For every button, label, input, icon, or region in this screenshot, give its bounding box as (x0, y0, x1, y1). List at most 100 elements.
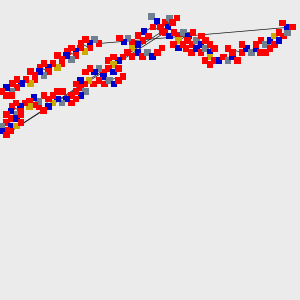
Bar (8, 115, 14, 122)
Bar (45, 64, 52, 71)
Bar (64, 48, 71, 55)
Bar (3, 132, 10, 138)
Bar (229, 49, 236, 56)
Bar (73, 48, 79, 55)
Bar (170, 41, 177, 48)
Bar (253, 45, 259, 52)
Bar (220, 54, 227, 60)
Bar (8, 108, 14, 114)
Bar (22, 100, 28, 106)
Bar (193, 45, 200, 52)
Bar (284, 24, 291, 30)
Bar (86, 77, 92, 84)
Bar (40, 107, 47, 114)
Bar (96, 40, 102, 47)
Bar (60, 88, 66, 95)
Bar (149, 53, 156, 60)
Bar (271, 41, 278, 48)
Bar (14, 76, 20, 83)
Bar (189, 41, 195, 48)
Bar (129, 45, 135, 51)
Bar (175, 37, 182, 44)
Bar (262, 41, 269, 48)
Bar (248, 49, 255, 56)
Bar (225, 57, 231, 64)
Bar (211, 57, 218, 64)
Bar (0, 123, 5, 129)
Bar (144, 49, 151, 56)
Bar (13, 111, 19, 118)
Bar (8, 123, 14, 129)
Bar (207, 61, 213, 68)
Bar (31, 102, 38, 108)
Bar (8, 128, 14, 134)
Bar (82, 48, 88, 55)
Bar (0, 128, 5, 134)
Bar (145, 33, 152, 39)
Bar (36, 68, 43, 75)
Bar (185, 33, 192, 39)
Bar (207, 49, 213, 56)
Bar (68, 100, 75, 106)
Bar (159, 28, 165, 35)
Bar (234, 57, 241, 64)
Bar (216, 57, 222, 64)
Bar (106, 77, 113, 84)
Bar (54, 64, 61, 71)
Bar (18, 111, 24, 118)
Bar (207, 54, 213, 60)
Bar (175, 45, 182, 51)
Bar (63, 96, 70, 102)
Bar (87, 45, 93, 51)
Bar (279, 20, 286, 26)
Bar (54, 52, 61, 59)
Bar (59, 100, 65, 106)
Bar (115, 57, 122, 64)
Bar (105, 65, 112, 72)
Bar (9, 103, 15, 110)
Bar (120, 73, 126, 80)
Bar (17, 103, 24, 110)
Bar (267, 37, 273, 44)
Bar (211, 45, 218, 52)
Bar (26, 103, 33, 110)
Bar (253, 41, 259, 48)
Bar (59, 60, 65, 67)
Bar (13, 123, 20, 129)
Bar (13, 100, 19, 106)
Bar (96, 65, 102, 72)
Bar (3, 84, 10, 91)
Bar (121, 39, 127, 45)
Bar (198, 41, 204, 48)
Bar (35, 98, 42, 105)
Bar (68, 92, 75, 99)
Bar (110, 54, 117, 60)
Bar (207, 41, 213, 48)
Bar (78, 92, 84, 99)
Bar (3, 119, 10, 126)
Bar (188, 49, 195, 56)
Bar (32, 72, 38, 79)
Bar (171, 29, 177, 36)
Bar (63, 52, 70, 59)
Bar (183, 45, 189, 52)
Bar (202, 37, 209, 44)
Bar (82, 88, 89, 95)
Bar (198, 49, 204, 56)
Bar (159, 45, 165, 51)
Bar (3, 127, 10, 133)
Bar (262, 49, 269, 56)
Bar (9, 88, 15, 95)
Bar (125, 35, 131, 41)
Bar (111, 81, 117, 87)
Bar (50, 60, 56, 67)
Bar (284, 29, 291, 36)
Bar (139, 53, 146, 60)
Bar (27, 68, 34, 75)
Bar (77, 77, 84, 84)
Bar (140, 37, 146, 44)
Bar (271, 33, 278, 39)
Bar (225, 45, 231, 52)
Bar (115, 65, 122, 72)
Bar (129, 39, 135, 45)
